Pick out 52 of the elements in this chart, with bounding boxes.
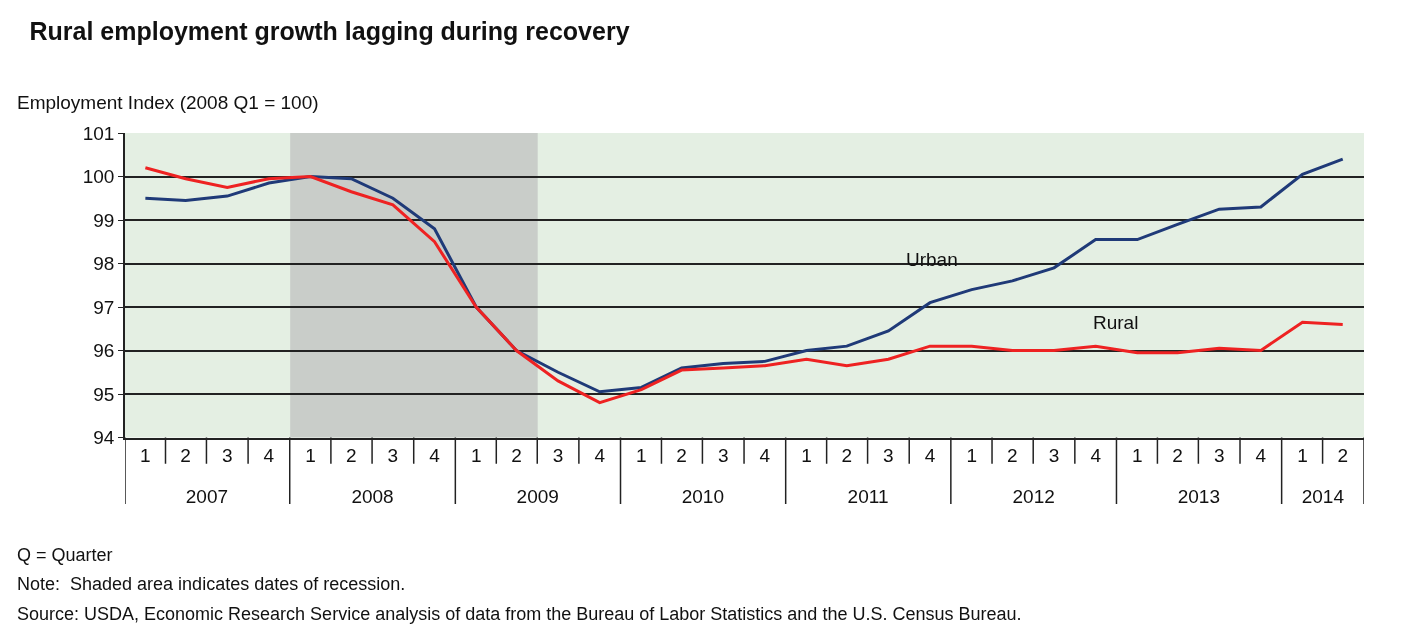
x2-tick-label: 2007 [185, 486, 229, 507]
x-tick-label: 2 [841, 445, 853, 467]
x-tick-label: 3 [1213, 445, 1225, 467]
y-tick-label: 94 [93, 427, 115, 449]
x-tick-label: 2 [676, 445, 687, 467]
chart-title: Rural employment growth lagging during recovery [29, 17, 630, 45]
text: Q = Quarter [17, 545, 113, 565]
y-tick-label: 101 [82, 122, 115, 144]
x-tick-label: 1 [1297, 445, 1308, 467]
y-tick-label: 98 [93, 253, 115, 275]
y-tick-label: 99 [93, 209, 115, 231]
x-tick-label: 1 [801, 445, 812, 467]
x-tick-label: 3 [717, 445, 729, 467]
x-tick-label: 1 [305, 445, 316, 467]
x-tick-label: 3 [221, 445, 233, 467]
x-tick-label: 2 [1007, 445, 1018, 467]
y-axis-title: Employment Index (2008 Q1 = 100) [17, 92, 319, 113]
x2-tick-label: 2008 [351, 486, 394, 507]
x-tick-label: 2 [1337, 445, 1349, 467]
x-tick-label: 4 [263, 445, 275, 467]
x-tick-label: 3 [883, 445, 894, 467]
y-tick-label: 96 [93, 340, 115, 362]
x-tick-label: 2 [1172, 445, 1183, 467]
x-tick-label: 4 [924, 445, 936, 467]
series-label: Rural [1093, 312, 1139, 333]
x-tick-label: 2 [345, 445, 357, 467]
y-tick-label: 95 [93, 383, 115, 405]
x-tick-label: 2 [511, 445, 522, 467]
x-tick-label: 3 [1048, 445, 1060, 467]
x2-tick-label: 2009 [516, 486, 559, 507]
x-tick-label: 4 [1090, 445, 1102, 467]
y-tick-label: 97 [93, 296, 115, 318]
text: Note: Shaded area indicates dates of recession. [17, 574, 406, 594]
x2-tick-label: 2011 [847, 486, 889, 507]
x-tick-label: 4 [1255, 445, 1267, 467]
x-tick-label: 4 [759, 445, 771, 467]
y-tick-label: 100 [82, 166, 115, 188]
x-tick-label: 3 [552, 445, 564, 467]
x-tick-label: 3 [387, 445, 399, 467]
x-tick-label: 2 [180, 445, 191, 467]
x2-tick-label: 2014 [1301, 486, 1345, 507]
x2-tick-label: 2010 [681, 486, 725, 507]
x-tick-label: 4 [594, 445, 606, 467]
x-tick-label: 1 [966, 445, 977, 467]
x-tick-label: 4 [429, 445, 441, 467]
x-tick-label: 1 [636, 445, 647, 467]
x-tick-label: 1 [1132, 445, 1143, 467]
x2-tick-label: 2012 [1012, 486, 1055, 507]
source-note: Source: USDA, Economic Research Service analysis of data from the Bureau of Labor Statistics and the U.S. Census Bureau. [17, 604, 1022, 624]
x-tick-label: 1 [140, 445, 151, 467]
x-tick-label: 1 [470, 445, 482, 467]
x2-tick-label: 2013 [1177, 486, 1220, 507]
